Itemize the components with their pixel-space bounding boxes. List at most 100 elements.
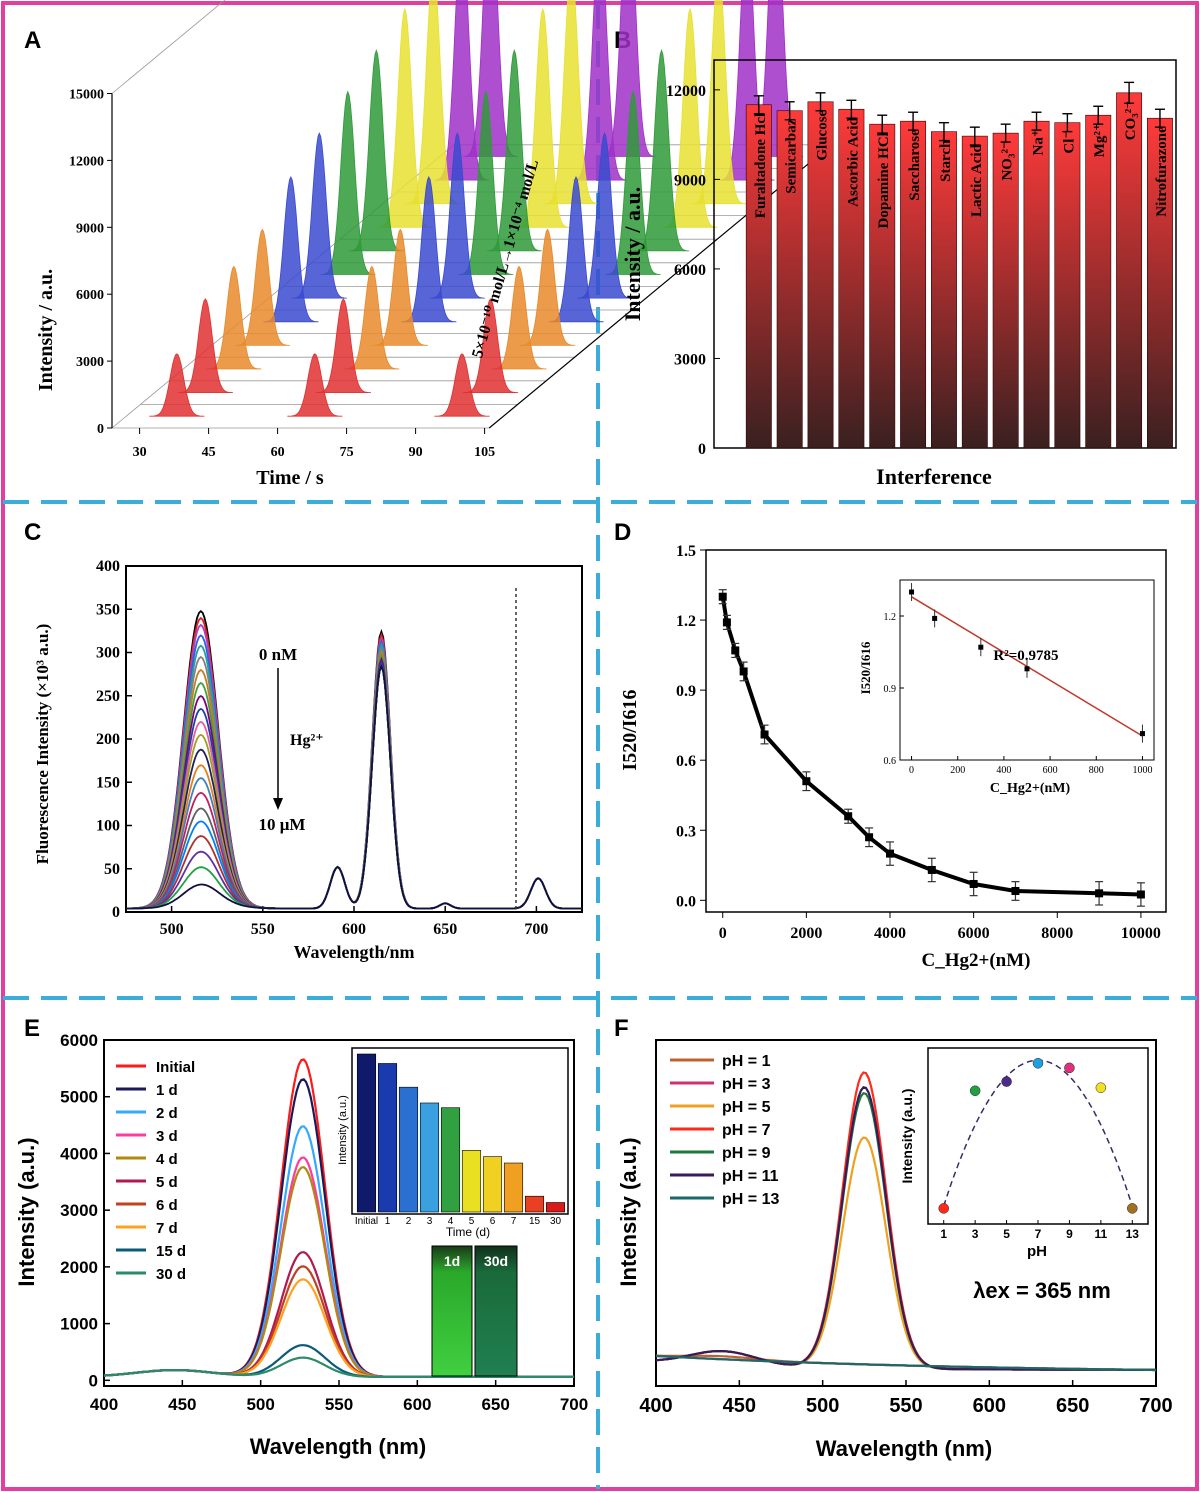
a-x-tick-label: 105 (474, 445, 495, 460)
c-y-tick-label: 350 (96, 601, 120, 618)
c-x-tick-label: 600 (342, 921, 366, 938)
f-x-tick-label: 550 (889, 1395, 922, 1417)
f-curves (655, 1071, 1156, 1372)
d-inset-point (1024, 666, 1030, 672)
c-y-tick-label: 400 (96, 558, 120, 575)
b-bar-label: Cl⁻ (1061, 131, 1077, 154)
b-bar-label: Nitrofurazone (1154, 126, 1170, 217)
d-inset-chart: 0 200 400 600 800 1000 0.6 0.9 1.2 (884, 583, 1152, 776)
f-inset-x-tick-label: 9 (1066, 1227, 1073, 1241)
d-inset-point (932, 615, 938, 621)
d-inset-x-tick-label: 1000 (1132, 765, 1152, 776)
d-point (1011, 886, 1020, 895)
f-x-tick-label: 700 (1139, 1395, 1172, 1417)
a-y-tick-label: 9000 (76, 221, 104, 236)
d-point (802, 777, 811, 786)
d-y-tick-label: 0.0 (676, 893, 696, 910)
d-inset-y-tick-label: 0.9 (884, 684, 897, 695)
f-inset-point-2 (1001, 1076, 1012, 1087)
d-point (844, 812, 853, 821)
a-peak-2-1 (315, 298, 371, 393)
c-x-tick-label: 700 (524, 921, 548, 938)
c-y-tick-label: 0 (112, 904, 120, 921)
e-inset-bar-5 (461, 1150, 482, 1213)
b-y-tick-label: 6000 (674, 262, 706, 279)
e-y-axis-label: Intensity (a.u.) (14, 1137, 39, 1286)
a-peak-1-0 (149, 353, 205, 417)
b-bar-13 (1147, 117, 1173, 449)
e-legend-label: 5 d (156, 1174, 178, 1191)
e-curve-9 (103, 1356, 574, 1378)
d-y-tick-label: 1.5 (676, 543, 696, 560)
panel-label-a: A (24, 27, 41, 54)
a-y-tick-label: 6000 (76, 288, 104, 303)
f-inset-x-axis-label: pH (1027, 1243, 1047, 1260)
f-legend: pH = 1 pH = 3 pH = 5 pH = 7 pH = 9 pH = 11 pH … (670, 1053, 779, 1208)
c-y-tick-label: 100 (96, 818, 120, 835)
e-legend-label: 3 d (156, 1128, 178, 1145)
f-legend-label: pH = 7 (722, 1122, 771, 1139)
d-x-tick-label: 8000 (1041, 925, 1073, 942)
panel-c-spectra-chart: 500 550 600 650 700050100150200250300350400 … (33, 558, 583, 962)
e-inset-tick-label: 4 (448, 1216, 454, 1227)
b-bar-label: Ascorbic Acid (845, 117, 861, 207)
a-x-tick-label: 75 (340, 445, 354, 460)
d-point (886, 849, 894, 858)
e-x-tick-label: 650 (481, 1395, 509, 1414)
e-inset-tick-label: 6 (490, 1216, 496, 1227)
d-point (722, 618, 731, 627)
a-peak-1-2 (434, 353, 490, 417)
b-bar-11 (1085, 114, 1112, 449)
a-y-tick-label: 12000 (69, 154, 104, 169)
b-y-tick-label: 0 (698, 441, 706, 458)
e-x-tick-label: 550 (325, 1395, 353, 1414)
a-peak-2-0 (177, 298, 233, 393)
f-inset-chart: 1 3 5 7 9 11 13 (938, 1058, 1139, 1241)
e-y-tick-label: 4000 (60, 1144, 98, 1163)
f-x-tick-label: 500 (806, 1395, 839, 1417)
d-y-tick-label: 0.6 (676, 753, 696, 770)
b-bar-label: Lactic Acid (969, 143, 985, 217)
f-inset-point-5 (1095, 1082, 1107, 1093)
a-peak-2-2 (462, 298, 519, 393)
e-photo-label-1d: 1d (444, 1253, 460, 1269)
f-legend-label: pH = 5 (722, 1099, 771, 1116)
panel-f-ph-chart: 400 450 500 550 600 650 700 pH = 1 pH = 3 pH = 5… (616, 1039, 1173, 1461)
e-inset-bar-chart: Initial 1 2 3 4 5 6 7 15 30 (355, 1053, 566, 1227)
d-inset-point (909, 589, 915, 595)
b-bar-label: Mg²⁺ (1092, 123, 1108, 157)
c-y-tick-label: 300 (96, 645, 120, 662)
f-legend-label: pH = 11 (722, 1168, 779, 1185)
f-x-axis-label: Wavelength (nm) (816, 1436, 992, 1461)
d-point (927, 865, 936, 874)
e-inset-tick-label: 1 (385, 1216, 391, 1227)
e-y-tick-label: 3000 (60, 1201, 98, 1220)
d-curve (718, 589, 1145, 907)
d-x-tick-label: 0 (719, 925, 727, 942)
f-curve-0 (655, 1354, 1156, 1372)
panel-d-ratio-chart: 0 2000 4000 6000 8000 100000.00.30.60.91.21.5… (619, 543, 1167, 971)
d-inset-x-tick-label: 0 (909, 765, 914, 776)
c-annotation-bottom: 10 μM (259, 815, 306, 834)
c-x-tick-label: 650 (433, 921, 457, 938)
b-bar-10 (1054, 122, 1081, 449)
e-legend: Initial 1 d 2 d 3 d 4 d 5 d 6 d 7 d 15 d 30 d (116, 1059, 195, 1283)
c-x-tick-label: 550 (251, 921, 275, 938)
d-y-tick-label: 0.3 (676, 823, 696, 840)
f-legend-label: pH = 9 (722, 1145, 771, 1162)
b-bar-6 (931, 131, 957, 449)
e-y-tick-label: 0 (89, 1371, 98, 1390)
f-inset-point-1 (969, 1085, 981, 1097)
f-legend-label: pH = 13 (722, 1191, 779, 1208)
b-y-axis-label: Intensity / a.u. (620, 187, 645, 321)
b-bar-label: Starch (938, 139, 954, 182)
d-point (731, 646, 740, 655)
f-legend-label: pH = 3 (722, 1076, 771, 1093)
e-inset-bar-4 (440, 1107, 461, 1213)
e-legend-label: 2 d (156, 1105, 178, 1122)
c-y-tick-label: 250 (96, 688, 120, 705)
f-inset-x-tick-label: 5 (1003, 1227, 1010, 1241)
b-y-tick-label: 9000 (674, 172, 706, 189)
d-x-tick-label: 4000 (874, 925, 906, 942)
d-x-tick-label: 2000 (790, 925, 822, 942)
